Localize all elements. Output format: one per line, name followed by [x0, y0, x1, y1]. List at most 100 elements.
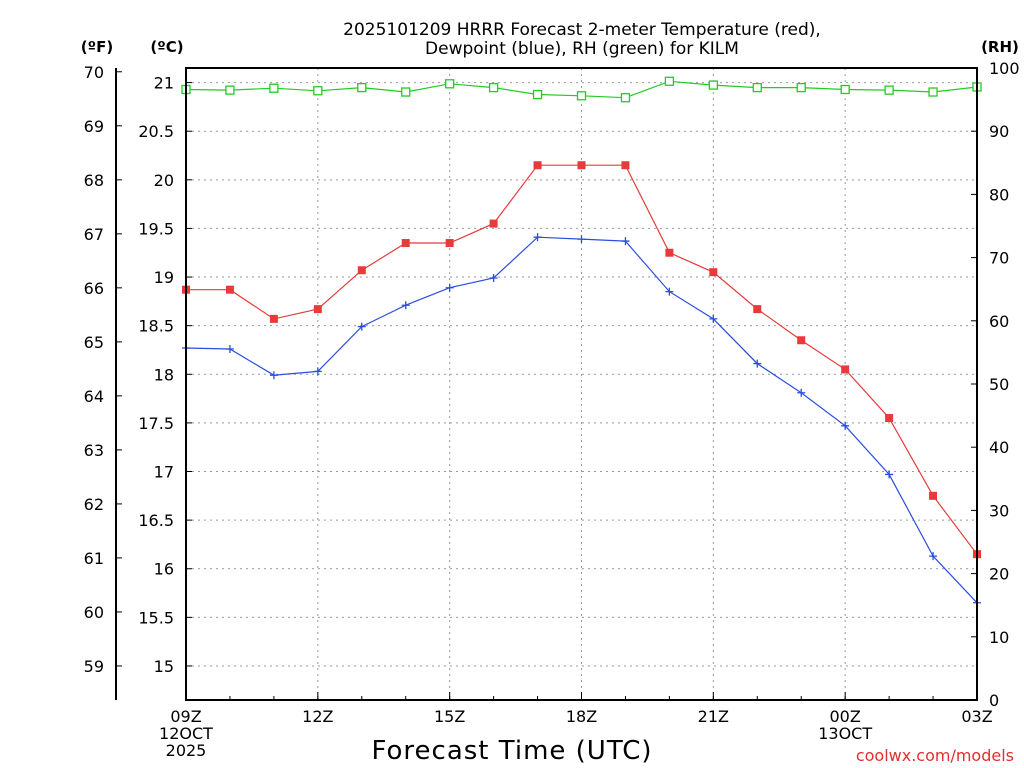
celsius-tick-label: 20 — [154, 171, 174, 190]
x-tick-label: 12Z — [302, 707, 333, 726]
celsius-tick-label: 15 — [154, 657, 174, 676]
rh-tick-label: 60 — [989, 312, 1009, 331]
rh-point — [576, 91, 587, 101]
temperature-point — [841, 365, 850, 374]
rh-point — [313, 86, 323, 96]
temperature-point — [753, 305, 762, 314]
dewpoint-point — [753, 359, 762, 368]
rh-point — [269, 83, 279, 93]
fahrenheit-tick-label: 66 — [84, 279, 104, 298]
temperature-point — [225, 285, 234, 294]
fahrenheit-tick-label: 70 — [84, 63, 104, 82]
rh-tick-label: 80 — [989, 185, 1009, 204]
fahrenheit-tick-label: 59 — [84, 657, 104, 676]
dewpoint-point — [885, 470, 894, 479]
celsius-tick-label: 21 — [154, 74, 174, 93]
temperature-point — [445, 239, 454, 248]
x-tick-label: 13OCT — [818, 724, 872, 743]
celsius-tick-label: 15.5 — [138, 608, 174, 627]
chart-title-line-2: Dewpoint (blue), RH (green) for KILM — [425, 39, 739, 59]
dewpoint-point — [313, 367, 322, 376]
temperature-point — [533, 161, 542, 170]
temperature-point — [665, 248, 674, 257]
dewpoint-point — [269, 371, 278, 380]
celsius-tick-label: 16.5 — [138, 511, 174, 530]
dewpoint-point — [489, 274, 498, 283]
temperature-point — [929, 491, 938, 500]
fahrenheit-tick-label: 67 — [84, 225, 104, 244]
rh-point — [225, 85, 235, 95]
fahrenheit-tick-label: 60 — [84, 603, 104, 622]
fahrenheit-tick-label: 61 — [84, 549, 104, 568]
x-axis-label: Forecast Time (UTC) — [371, 736, 652, 766]
dewpoint-point — [225, 344, 234, 353]
rh-tick-label: 10 — [989, 628, 1009, 647]
fahrenheit-unit-label: (ºF) — [81, 38, 113, 56]
chart-title-line-1: 2025101209 HRRR Forecast 2-meter Tempera… — [343, 20, 821, 40]
rh-tick-label: 90 — [989, 122, 1009, 141]
dewpoint-line — [185, 236, 978, 604]
dewpoint-point — [577, 235, 586, 244]
x-tick-label: 18Z — [566, 707, 597, 726]
dewpoint-point — [665, 287, 674, 296]
temperature-point — [709, 268, 718, 277]
celsius-unit-label: (ºC) — [150, 38, 183, 56]
celsius-tick-label: 17 — [154, 463, 174, 482]
dewpoint-point — [357, 322, 366, 331]
rh-tick-label: 30 — [989, 501, 1009, 520]
x-tick-label: 00Z — [830, 707, 861, 726]
rh-tick-label: 40 — [989, 438, 1009, 457]
rh-point — [620, 93, 631, 103]
credit-text: coolwx.com/models — [856, 746, 1014, 765]
series-layer — [181, 76, 982, 607]
x-tick-label: 21Z — [698, 707, 729, 726]
x-tick-label: 2025 — [166, 741, 207, 760]
dewpoint-point — [401, 301, 410, 310]
rh-point — [884, 85, 894, 95]
rh-tick-label: 50 — [989, 375, 1009, 394]
x-tick-label: 03Z — [961, 707, 992, 726]
x-tick-label: 12OCT — [159, 724, 213, 743]
celsius-tick-label: 20.5 — [138, 122, 174, 141]
temperature-point — [489, 219, 498, 228]
dewpoint-point — [709, 314, 718, 323]
dewpoint-point — [929, 552, 938, 561]
rh-point — [752, 82, 762, 93]
rh-tick-label: 70 — [989, 249, 1009, 268]
dewpoint-point — [445, 283, 454, 292]
celsius-tick-label: 18.5 — [138, 317, 174, 336]
rh-tick-label: 20 — [989, 565, 1009, 584]
temperature-point — [577, 161, 586, 170]
temperature-point — [797, 336, 806, 345]
rh-point — [357, 82, 367, 93]
temperature-point — [269, 314, 278, 323]
celsius-tick-label: 16 — [154, 560, 174, 579]
dewpoint-point — [621, 237, 630, 246]
fahrenheit-tick-label: 69 — [84, 117, 104, 136]
rh-point — [532, 89, 543, 100]
rh-point — [401, 87, 411, 97]
celsius-tick-label: 17.5 — [138, 414, 174, 433]
x-tick-label: 15Z — [434, 707, 465, 726]
fahrenheit-tick-label: 63 — [84, 441, 104, 460]
x-tick-label: 09Z — [170, 707, 201, 726]
rh-tick-label: 100 — [989, 59, 1020, 78]
fahrenheit-tick-label: 65 — [84, 333, 104, 352]
rh-point — [445, 79, 455, 89]
temperature-point — [313, 305, 322, 314]
temperature-point — [357, 266, 366, 275]
rh-point — [664, 76, 675, 86]
fahrenheit-tick-label: 64 — [84, 387, 104, 406]
fahrenheit-tick-label: 62 — [84, 495, 104, 514]
dewpoint-point — [797, 388, 806, 397]
temperature-point — [885, 414, 894, 423]
rh-point — [488, 82, 499, 93]
temperature-point — [401, 239, 410, 248]
rh-point — [708, 80, 718, 90]
celsius-tick-label: 19.5 — [138, 219, 174, 238]
rh-unit-label: (RH) — [981, 38, 1019, 56]
dewpoint-point — [841, 421, 850, 430]
fahrenheit-tick-label: 68 — [84, 171, 104, 190]
rh-tick-label: 0 — [989, 691, 999, 710]
celsius-tick-label: 19 — [154, 268, 174, 287]
